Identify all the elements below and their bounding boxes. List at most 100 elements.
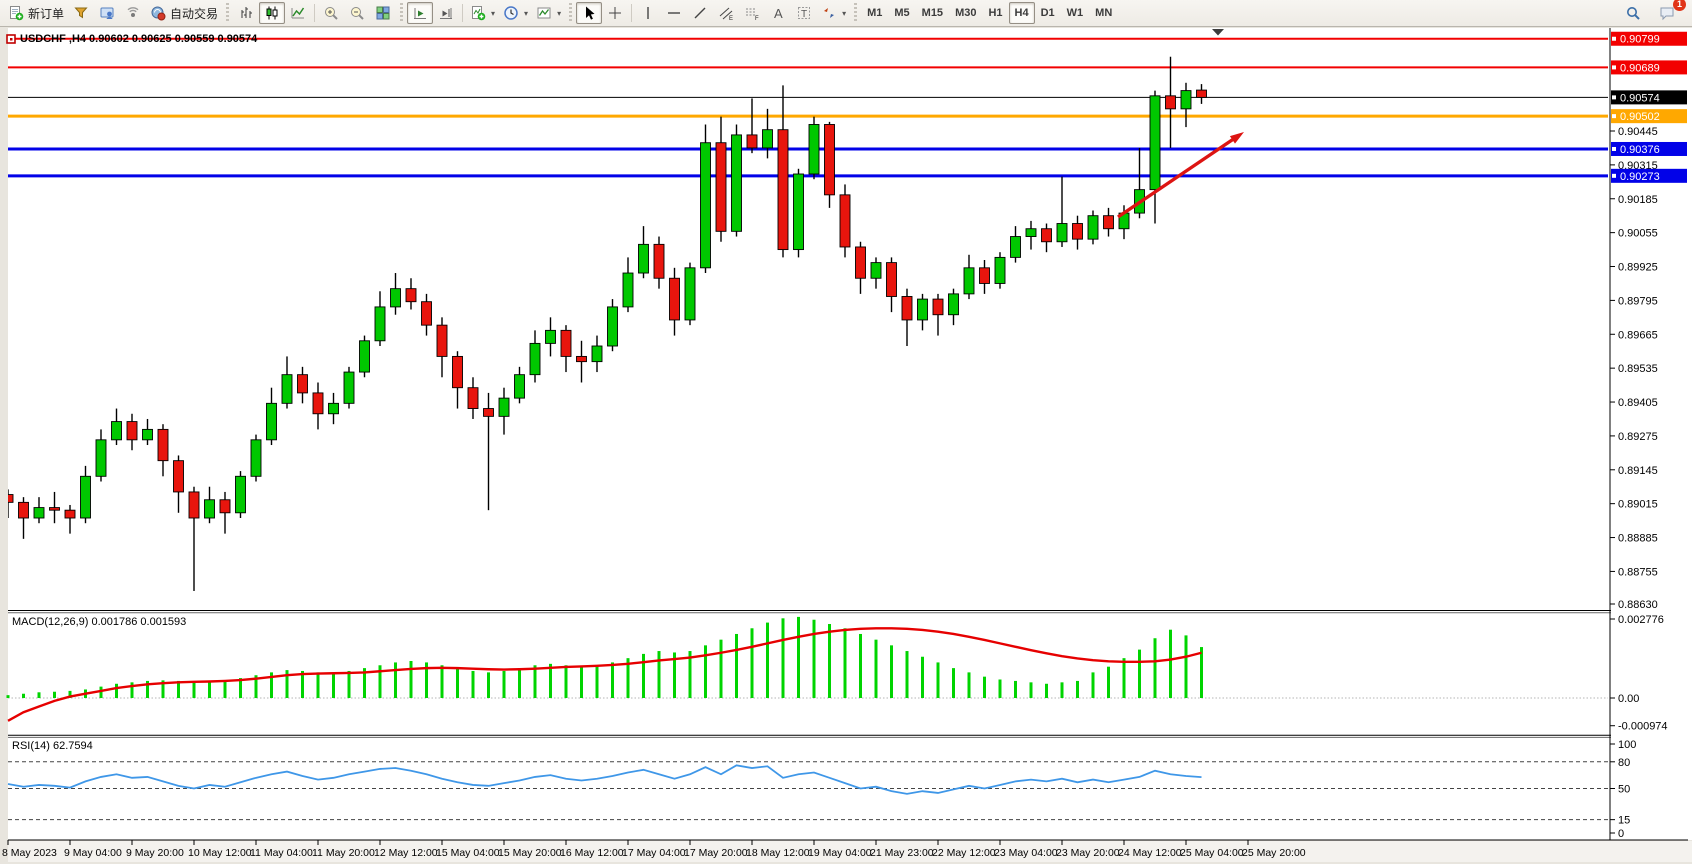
macd-histogram-bar [130, 682, 134, 698]
new-order-button[interactable]: 新订单 [4, 2, 68, 24]
candle-body [8, 494, 14, 503]
time-axis[interactable]: 8 May 2023 9 May 04:00 9 May 20:00 10 May 1… [2, 839, 1688, 859]
candle-body [49, 507, 60, 511]
fibonacci-button[interactable]: F [739, 2, 765, 24]
price-tick-label: 0.89405 [1618, 397, 1658, 409]
price-line-label-box [1611, 31, 1687, 46]
price-tick-label: 0.89535 [1618, 363, 1658, 375]
candle-body [839, 194, 851, 248]
tile-windows-button[interactable] [370, 2, 396, 24]
crosshair-button[interactable] [602, 2, 628, 24]
macd-histogram-bar [363, 668, 366, 698]
metaeditor-button[interactable] [68, 2, 94, 24]
time-tick-label: 22 May 12:00 [932, 847, 996, 859]
trendline-button[interactable] [687, 2, 713, 24]
timeframe-button-H1[interactable]: H1 [982, 2, 1008, 24]
macd-histogram-bar [983, 676, 986, 698]
notifications-button[interactable]: 1 [1654, 0, 1686, 24]
auto-scroll-button[interactable] [407, 2, 434, 24]
timeframe-button-M30[interactable]: M30 [949, 2, 982, 24]
macd-histogram-bar [874, 639, 878, 698]
macd-tick-label: 0.00 [1618, 693, 1639, 705]
macd-histogram-bar [766, 622, 769, 698]
line-chart-button[interactable] [285, 2, 311, 24]
candle-body [374, 306, 386, 342]
macd-histogram-bar [487, 672, 490, 698]
macd-histogram-bar [456, 668, 459, 698]
bar-chart-button[interactable] [233, 2, 259, 24]
candle-body [576, 355, 587, 363]
macd-histogram-bar [177, 680, 180, 698]
candle-body [1103, 215, 1114, 230]
candle-body [777, 129, 789, 251]
equidistant-channel-button[interactable]: E [713, 2, 739, 24]
main-toolbar: 新订单 自动交易 ▾ ▾ [0, 0, 1692, 27]
time-tick-label: 8 May 2023 [2, 847, 57, 859]
text-label-button[interactable]: T [791, 2, 817, 24]
timeframe-button-H4[interactable]: H4 [1008, 2, 1035, 24]
svg-text:F: F [755, 16, 759, 21]
candle-body [452, 355, 463, 389]
arrows-button[interactable]: ▾ [817, 2, 850, 24]
chart-shift-button[interactable] [433, 2, 459, 24]
time-tick-label: 24 May 12:00 [1118, 847, 1182, 859]
timeframe-button-W1[interactable]: W1 [1061, 2, 1090, 24]
zoom-out-button[interactable] [344, 2, 370, 24]
macd-histogram-bar [843, 628, 847, 698]
search-button[interactable] [1620, 2, 1646, 24]
timeframe-button-M5[interactable]: M5 [888, 2, 915, 24]
trend-arrow-line[interactable] [1117, 136, 1236, 219]
autotrading-button[interactable]: 自动交易 [146, 2, 222, 24]
time-tick-label: 12 May 12:00 [374, 847, 438, 859]
price-tick-label: 0.89015 [1618, 499, 1658, 511]
macd-histogram-bar [22, 693, 25, 698]
cursor-button[interactable] [576, 2, 603, 24]
candle-body [808, 124, 820, 175]
templates-button[interactable]: ▾ [532, 2, 565, 24]
candle-body [1087, 215, 1099, 240]
candle-body [1072, 223, 1083, 240]
hlines-layer[interactable] [8, 37, 1608, 178]
macd-histogram-bar [890, 645, 893, 698]
timeframe-button-MN[interactable]: MN [1089, 2, 1118, 24]
candle-body [95, 439, 107, 477]
horizontal-line-icon [668, 12, 681, 14]
text-button[interactable]: A [765, 2, 791, 24]
chevron-down-icon: ▾ [524, 8, 529, 18]
candle-body [1041, 228, 1052, 243]
candle-body [1025, 228, 1037, 237]
candle-body [762, 129, 773, 149]
candle-body [1056, 223, 1068, 243]
macd-histogram-bar [53, 691, 56, 698]
line-price-label: 0.90799 [1620, 34, 1660, 46]
indicators-button[interactable]: ▾ [466, 2, 499, 24]
candle-body [18, 501, 29, 519]
candle-body [498, 397, 510, 417]
vertical-line-button[interactable] [635, 2, 661, 24]
macd-histogram-bar [161, 680, 165, 698]
toolbar-right-group: 1 [1620, 0, 1686, 24]
price-axis[interactable]: 0.904450.903150.901850.900550.899250.897… [1609, 28, 1692, 840]
chart-shift-marker[interactable] [1212, 29, 1224, 36]
signals-button[interactable] [120, 2, 146, 24]
horizontal-line-button[interactable] [661, 2, 687, 24]
periods-dropdown-button[interactable]: ▾ [499, 2, 532, 24]
candlestick-chart-button[interactable] [259, 2, 286, 24]
chart-background [8, 28, 1692, 840]
candle-body [1010, 236, 1021, 258]
timeframe-button-D1[interactable]: D1 [1035, 2, 1061, 24]
auto-scroll-icon [414, 8, 427, 19]
trend-arrow-annotation[interactable] [1117, 132, 1244, 219]
timeframe-button-M15[interactable]: M15 [916, 2, 949, 24]
timeframe-button-M1[interactable]: M1 [861, 2, 888, 24]
macd-histogram-bar [1029, 682, 1033, 698]
virtual-hosting-button[interactable] [94, 2, 120, 24]
macd-histogram-bar [502, 670, 506, 698]
candle-body [746, 134, 758, 149]
zoom-in-button[interactable] [318, 2, 344, 24]
macd-histogram-bar [967, 672, 971, 698]
candle-body [188, 491, 200, 519]
macd-histogram-bar [146, 680, 149, 698]
text-icon: A [774, 6, 783, 21]
